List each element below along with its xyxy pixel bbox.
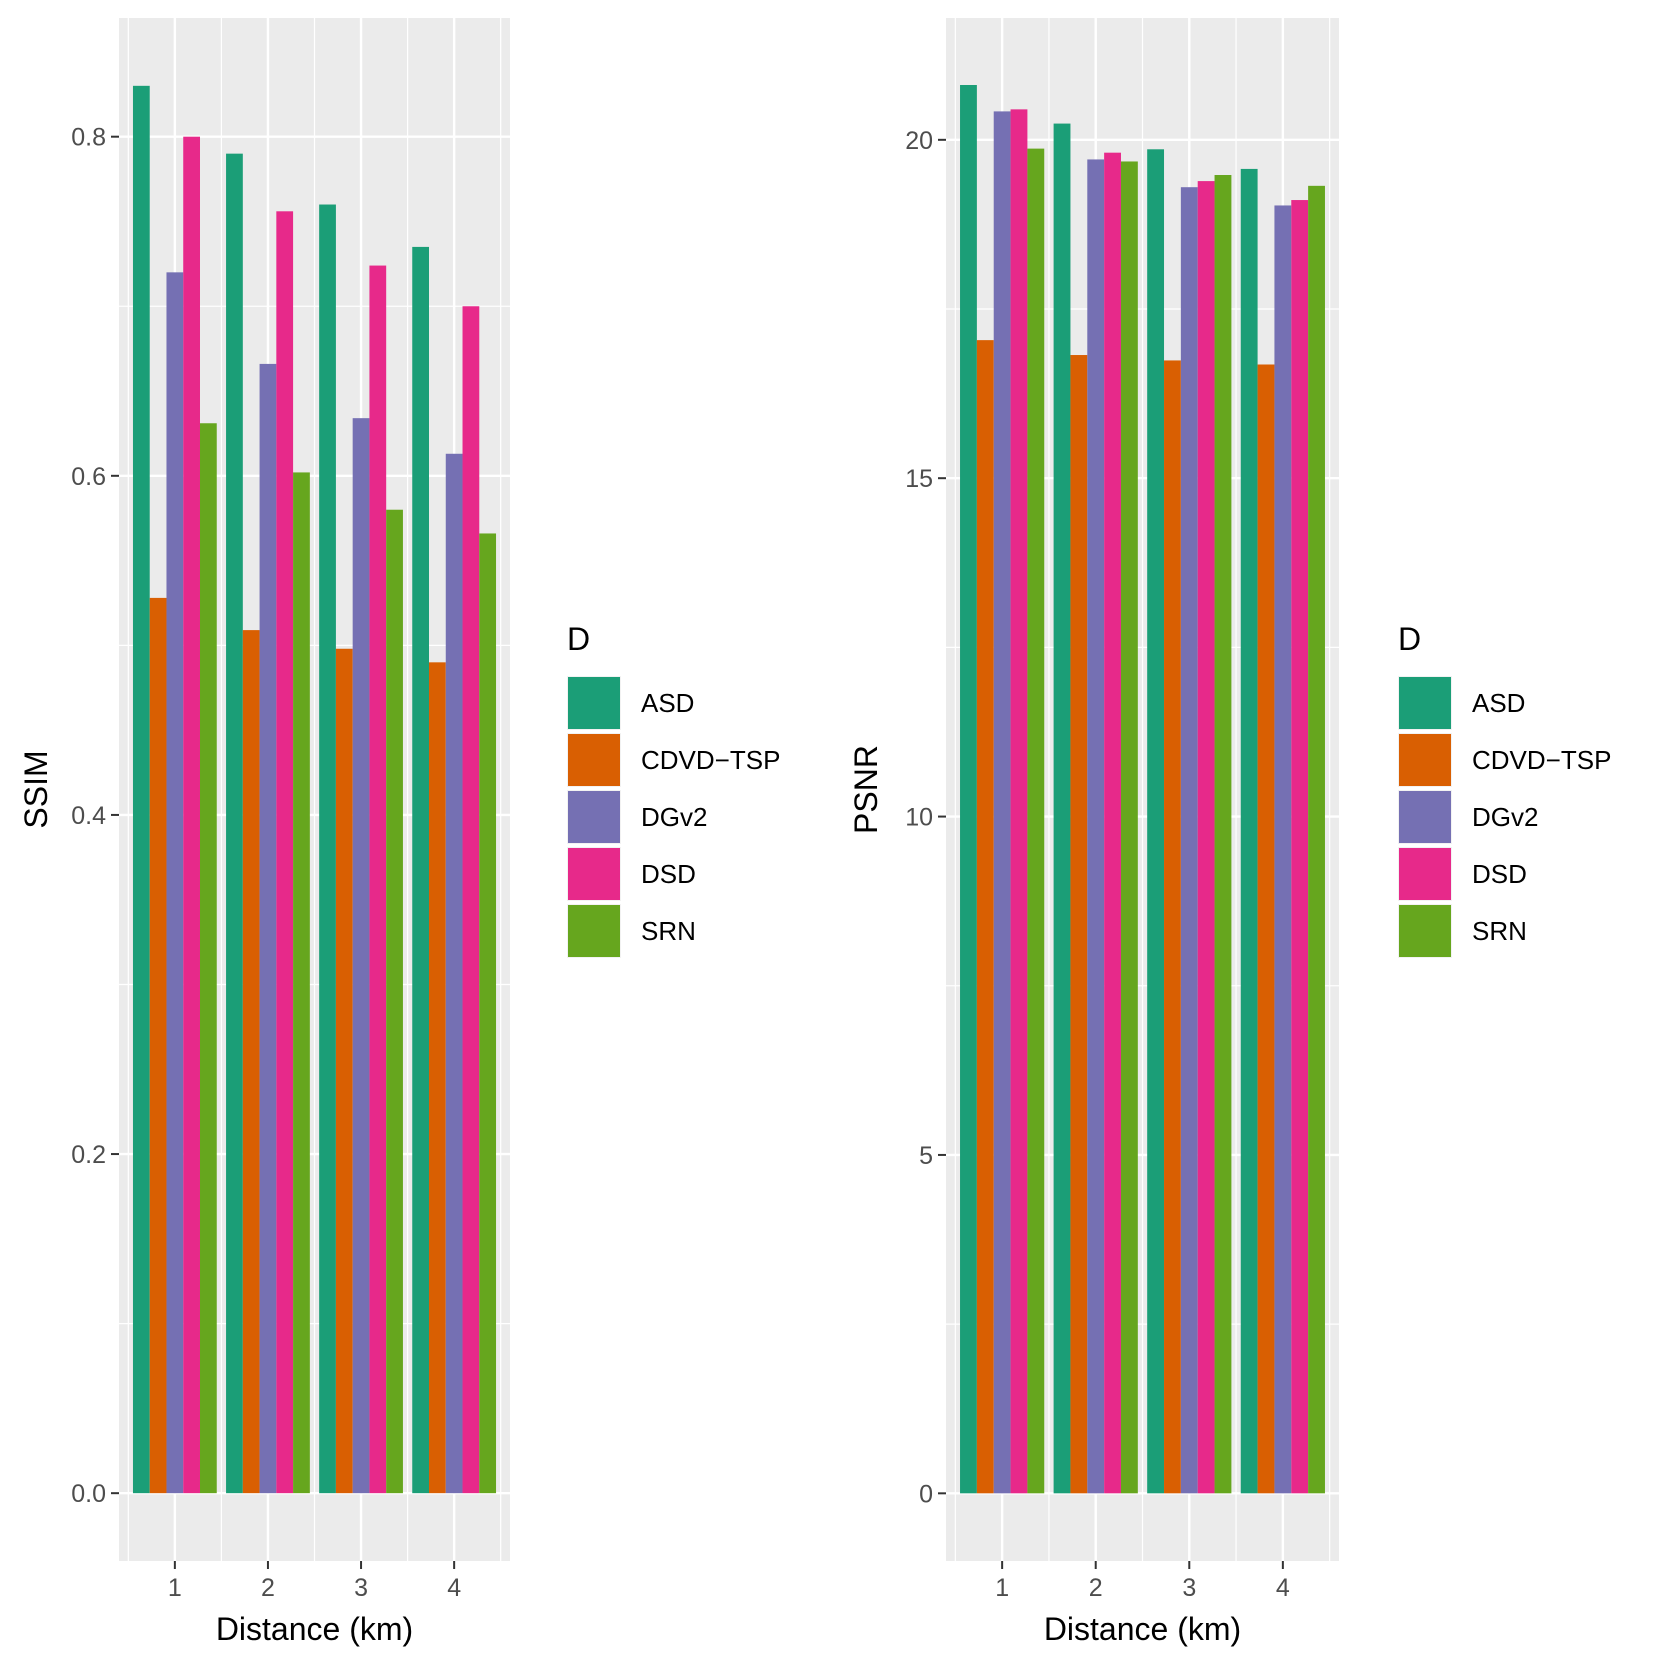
x-tick-label: 1 bbox=[168, 1574, 182, 1602]
x-axis-title: Distance (km) bbox=[1044, 1611, 1241, 1647]
x-tick-label: 4 bbox=[447, 1574, 461, 1602]
bar-dgv2-2 bbox=[1087, 159, 1105, 1494]
y-tick-label: 0 bbox=[919, 1480, 933, 1508]
y-tick-label: 15 bbox=[905, 465, 933, 493]
bar-cdvd-tsp-4 bbox=[1257, 364, 1275, 1494]
bar-srn-2 bbox=[293, 472, 310, 1494]
legend-swatch-srn bbox=[568, 905, 620, 957]
bar-srn-3 bbox=[386, 509, 403, 1494]
bar-dsd-3 bbox=[369, 265, 387, 1494]
bar-asd-4 bbox=[412, 246, 430, 1494]
bar-dsd-4 bbox=[1291, 200, 1309, 1494]
bar-asd-4 bbox=[1240, 168, 1258, 1494]
legend-label: CDVD−TSP bbox=[1472, 745, 1611, 775]
bar-cdvd-tsp-1 bbox=[976, 340, 994, 1494]
bar-asd-2 bbox=[1053, 123, 1071, 1494]
legend-label: DSD bbox=[1472, 859, 1527, 889]
y-tick-label: 0.2 bbox=[71, 1141, 106, 1169]
legend: D ASD CDVD−TSP DGv2 DSD SRN bbox=[567, 621, 780, 958]
bar-dgv2-4 bbox=[1274, 205, 1292, 1494]
legend-label: ASD bbox=[1472, 688, 1525, 718]
legend-swatch-cdvd-tsp bbox=[568, 734, 620, 786]
legend-label: DSD bbox=[641, 859, 696, 889]
legend-label: DGv2 bbox=[641, 802, 707, 832]
x-tick-label: 2 bbox=[1089, 1574, 1103, 1602]
legend-swatch-srn bbox=[1399, 905, 1451, 957]
bar-asd-2 bbox=[226, 153, 243, 1494]
y-tick-label: 20 bbox=[905, 127, 933, 155]
x-tick-label: 2 bbox=[261, 1574, 275, 1602]
legend-swatch-asd bbox=[568, 677, 620, 729]
legend-swatch-dgv2 bbox=[1399, 791, 1451, 843]
legend-swatch-dgv2 bbox=[568, 791, 620, 843]
bar-asd-1 bbox=[132, 85, 150, 1494]
legend-swatch-asd bbox=[1399, 677, 1451, 729]
bar-dsd-1 bbox=[183, 136, 200, 1494]
legend-swatch-dsd bbox=[568, 848, 620, 900]
x-tick-label: 3 bbox=[354, 1574, 368, 1602]
bar-dsd-2 bbox=[1104, 152, 1121, 1494]
bar-srn-3 bbox=[1214, 175, 1232, 1494]
legend-title: D bbox=[567, 621, 590, 657]
bar-dgv2-1 bbox=[993, 111, 1011, 1494]
legend-swatch-cdvd-tsp bbox=[1399, 734, 1451, 786]
legend: D ASD CDVD−TSP DGv2 DSD SRN bbox=[1398, 621, 1611, 958]
bar-dsd-3 bbox=[1197, 181, 1215, 1494]
bar-srn-1 bbox=[1027, 148, 1045, 1494]
chart-panel-psnr: 0 5 10 15 20 1 2 3 4 Distance (km) PSNR D ASD CDVD−TS… bbox=[848, 18, 1611, 1647]
legend-label: CDVD−TSP bbox=[641, 745, 780, 775]
legend-label: SRN bbox=[1472, 916, 1527, 946]
legend-label: ASD bbox=[641, 688, 694, 718]
x-tick-label: 3 bbox=[1182, 1574, 1196, 1602]
bar-srn-4 bbox=[479, 533, 497, 1494]
legend-label: SRN bbox=[641, 916, 696, 946]
bar-dgv2-4 bbox=[445, 453, 463, 1494]
chart-panel-ssim: 0.0 0.2 0.4 0.6 0.8 1 2 3 4 Distance (km) SSIM D ASD… bbox=[18, 18, 780, 1647]
bar-dsd-1 bbox=[1010, 109, 1028, 1494]
legend-title: D bbox=[1398, 621, 1421, 657]
bar-cdvd-tsp-3 bbox=[1164, 360, 1181, 1494]
bar-srn-1 bbox=[199, 423, 217, 1494]
bar-dgv2-3 bbox=[352, 418, 370, 1494]
x-tick-label: 4 bbox=[1276, 1574, 1290, 1602]
legend-swatch-dsd bbox=[1399, 848, 1451, 900]
bar-srn-2 bbox=[1120, 161, 1138, 1494]
y-tick-label: 5 bbox=[919, 1142, 933, 1170]
y-axis-title: PSNR bbox=[848, 745, 884, 834]
bar-cdvd-tsp-2 bbox=[1070, 355, 1088, 1494]
bar-cdvd-tsp-3 bbox=[335, 648, 353, 1494]
bar-asd-3 bbox=[1147, 149, 1165, 1494]
bar-dgv2-2 bbox=[259, 363, 277, 1494]
y-axis-title: SSIM bbox=[18, 750, 54, 828]
bar-cdvd-tsp-1 bbox=[149, 597, 167, 1494]
bar-cdvd-tsp-4 bbox=[429, 662, 446, 1494]
bar-dsd-2 bbox=[276, 211, 294, 1494]
bar-dsd-4 bbox=[462, 306, 480, 1494]
y-tick-label: 10 bbox=[905, 804, 933, 832]
bar-dgv2-3 bbox=[1180, 187, 1198, 1494]
bar-asd-1 bbox=[960, 84, 977, 1494]
bar-asd-3 bbox=[319, 204, 336, 1494]
bar-srn-4 bbox=[1308, 185, 1325, 1494]
y-tick-label: 0.8 bbox=[71, 124, 106, 152]
bar-dgv2-1 bbox=[166, 272, 184, 1494]
y-tick-label: 0.0 bbox=[71, 1480, 106, 1508]
bar-cdvd-tsp-2 bbox=[242, 630, 260, 1494]
x-tick-label: 1 bbox=[995, 1574, 1009, 1602]
y-tick-label: 0.4 bbox=[71, 802, 106, 830]
legend-label: DGv2 bbox=[1472, 802, 1538, 832]
x-axis-title: Distance (km) bbox=[216, 1611, 413, 1647]
y-tick-label: 0.6 bbox=[71, 463, 106, 491]
